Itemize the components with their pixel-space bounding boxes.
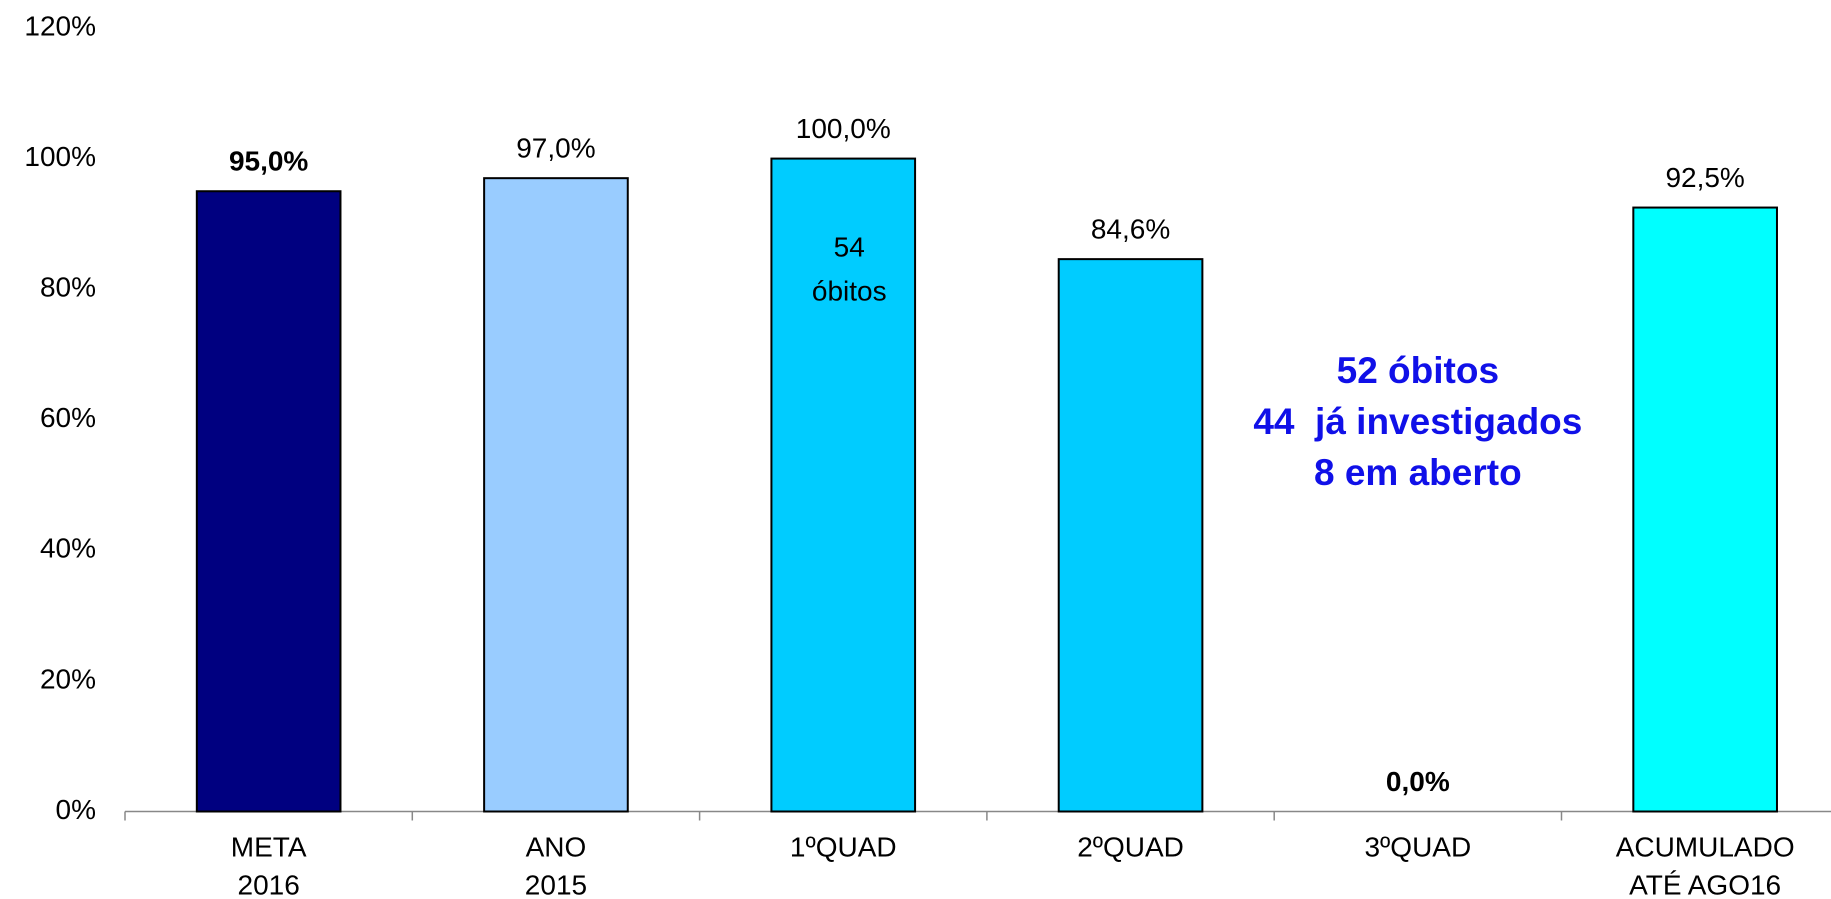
bar bbox=[483, 177, 629, 813]
value-label: 84,6% bbox=[1091, 214, 1170, 245]
y-tick-label: 120% bbox=[24, 10, 96, 41]
y-tick-label: 20% bbox=[40, 663, 96, 694]
x-tick-label: 3ºQUAD bbox=[1364, 831, 1471, 862]
bar bbox=[1632, 206, 1778, 813]
bar bbox=[195, 190, 342, 813]
value-label: 97,0% bbox=[516, 133, 595, 164]
annotation: 52 óbitos bbox=[1337, 350, 1499, 391]
y-tick-label: 80% bbox=[40, 272, 96, 303]
x-tick-label: 1ºQUAD bbox=[790, 831, 897, 862]
y-tick-label: 60% bbox=[40, 402, 96, 433]
bar bbox=[1057, 258, 1204, 813]
annotation: 54 bbox=[834, 231, 865, 262]
y-tick-label: 40% bbox=[40, 533, 96, 564]
x-tick-label: 2015 bbox=[525, 869, 587, 899]
x-tick-label: 2016 bbox=[238, 869, 300, 899]
x-tick-label: ATÉ AGO16 bbox=[1629, 869, 1781, 899]
value-label: 100,0% bbox=[796, 113, 891, 144]
annotation: 8 em aberto bbox=[1314, 452, 1522, 493]
value-label: 0,0% bbox=[1386, 766, 1450, 797]
value-label: 92,5% bbox=[1665, 162, 1744, 193]
x-tick-label: META bbox=[231, 831, 307, 862]
x-tick-label: 2ºQUAD bbox=[1077, 831, 1184, 862]
bar bbox=[770, 157, 917, 813]
annotation: 44 já investigados bbox=[1253, 401, 1582, 442]
value-label: 95,0% bbox=[229, 146, 308, 177]
y-tick-label: 100% bbox=[24, 141, 96, 172]
annotation: óbitos bbox=[812, 275, 887, 306]
y-tick-label: 0% bbox=[56, 794, 96, 825]
x-tick-label: ANO bbox=[526, 831, 587, 862]
x-tick-label: ACUMULADO bbox=[1616, 831, 1795, 862]
